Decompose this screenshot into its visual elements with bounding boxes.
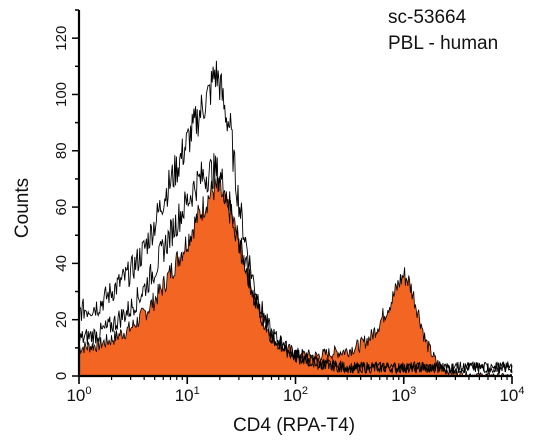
annotation-line-1: sc-53664 [388, 7, 467, 28]
series-0-area [79, 175, 512, 376]
y-tick-label: 40 [53, 255, 70, 272]
y-tick-label: 0 [53, 372, 70, 380]
x-axis-title: CD4 (RPA-T4) [233, 415, 355, 436]
x-tick-label: 101 [175, 385, 200, 405]
plot-area [78, 60, 513, 377]
x-tick-label: 102 [283, 385, 308, 405]
y-tick-label: 100 [53, 82, 70, 107]
y-tick-label: 20 [53, 311, 70, 328]
y-tick-label: 120 [53, 26, 70, 51]
x-tick-label: 100 [66, 385, 91, 405]
axes: 0 20 40 60 80 100 120 100 101 102 103 104 [53, 9, 525, 405]
y-tick-label: 60 [53, 199, 70, 216]
series-2-line [78, 153, 513, 375]
y-tick-label: 80 [53, 142, 70, 159]
annotation-line-2: PBL - human [388, 33, 498, 54]
x-tick-label: 104 [499, 385, 524, 405]
x-tick-label: 103 [391, 385, 416, 405]
y-axis-title: Counts [12, 178, 33, 238]
series-1-line [78, 60, 513, 375]
